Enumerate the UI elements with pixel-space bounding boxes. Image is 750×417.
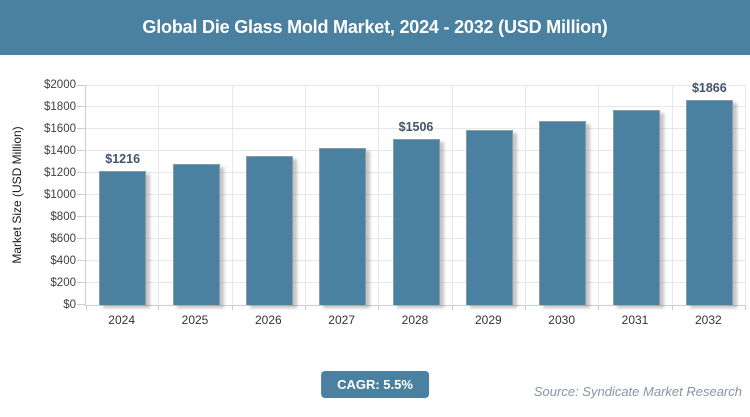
- y-gridline: [86, 85, 746, 86]
- y-tick: [77, 260, 85, 261]
- data-label-2028: $1506: [398, 120, 434, 135]
- y-tick-label: $1800: [44, 101, 76, 113]
- x-tick: [525, 305, 526, 310]
- bar-2026: [245, 156, 293, 305]
- x-gridline: [158, 85, 160, 305]
- y-tick-label: $1200: [44, 167, 76, 179]
- y-tick-label: $800: [50, 211, 76, 223]
- y-tick-label: $1600: [44, 123, 76, 135]
- y-tick-label: $1400: [44, 145, 76, 157]
- bar-2024: [99, 171, 147, 305]
- x-axis-label-2030: 2030: [548, 313, 575, 327]
- chart-title-bar: Global Die Glass Mold Market, 2024 - 203…: [0, 0, 750, 55]
- x-tick: [231, 305, 233, 310]
- y-tick: [77, 150, 85, 151]
- bar-2030: [539, 120, 587, 305]
- x-tick: [745, 305, 746, 310]
- x-tick: [86, 305, 87, 310]
- source-text: Source: Syndicate Market Research: [533, 384, 742, 399]
- y-tick-label: $200: [50, 277, 76, 289]
- x-gridline: [745, 85, 746, 305]
- x-axis-label-2031: 2031: [621, 313, 649, 327]
- y-gridline: [86, 106, 746, 107]
- bar-2032: [685, 99, 733, 305]
- data-label-2024: $1216: [105, 152, 141, 167]
- bar-2025: [172, 163, 220, 305]
- x-gridline: [231, 85, 233, 305]
- y-tick: [77, 304, 85, 305]
- x-axis-label-2027: 2027: [328, 313, 355, 327]
- y-tick: [77, 85, 85, 86]
- x-tick: [671, 305, 673, 310]
- x-axis-label-2026: 2026: [254, 313, 282, 327]
- y-tick: [77, 282, 85, 283]
- x-tick: [598, 305, 600, 310]
- x-tick: [305, 305, 306, 310]
- y-tick-label: $600: [50, 233, 76, 245]
- x-gridline: [378, 85, 380, 305]
- bar-2027: [319, 147, 367, 305]
- x-tick: [451, 305, 453, 310]
- bar-2028: [392, 139, 440, 305]
- y-tick-label: $400: [50, 255, 76, 267]
- x-axis-label-2029: 2029: [474, 313, 502, 327]
- x-gridline: [305, 85, 306, 305]
- cagr-badge: CAGR: 5.5%: [321, 371, 429, 398]
- x-tick: [158, 305, 160, 310]
- y-tick: [77, 128, 85, 129]
- x-axis-label-2032: 2032: [694, 313, 722, 327]
- x-gridline: [451, 85, 453, 305]
- y-tick: [77, 194, 85, 195]
- bar-2029: [465, 130, 513, 305]
- chart-title: Global Die Glass Mold Market, 2024 - 203…: [142, 17, 608, 37]
- y-tick-label: $2000: [44, 79, 76, 91]
- x-axis-label-2025: 2025: [181, 313, 209, 327]
- x-gridline: [598, 85, 600, 305]
- y-tick: [77, 238, 85, 239]
- x-tick: [378, 305, 380, 310]
- y-tick-label: $1000: [44, 189, 76, 201]
- plot-area: $1216 $1506 $1866: [77, 81, 746, 310]
- y-tick-label: $0: [63, 299, 76, 311]
- y-tick: [77, 106, 85, 107]
- y-tick: [77, 172, 85, 173]
- x-gridline: [525, 85, 526, 305]
- y-gridline: [86, 128, 746, 129]
- bar-2031: [612, 110, 660, 305]
- x-axis-label-2028: 2028: [401, 313, 429, 327]
- x-axis-label-2024: 2024: [108, 313, 135, 327]
- y-tick: [77, 216, 85, 217]
- data-label-2032: $1866: [691, 80, 727, 95]
- x-gridline: [671, 85, 673, 305]
